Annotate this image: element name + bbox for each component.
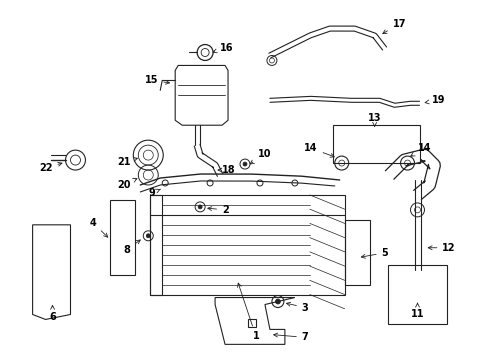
Text: 22: 22 — [39, 162, 62, 173]
Text: 14: 14 — [304, 143, 334, 157]
Text: 2: 2 — [207, 205, 228, 215]
Circle shape — [198, 205, 202, 209]
Text: 20: 20 — [117, 179, 137, 190]
Text: 8: 8 — [123, 240, 140, 255]
Bar — [110, 200, 135, 275]
Text: 9: 9 — [148, 188, 160, 198]
Text: 15: 15 — [144, 75, 169, 85]
Text: 4: 4 — [89, 218, 107, 237]
Bar — [332, 125, 420, 163]
Bar — [344, 220, 369, 285]
Text: 21: 21 — [117, 157, 137, 167]
Text: 19: 19 — [424, 95, 444, 105]
Text: 13: 13 — [367, 113, 381, 126]
Circle shape — [243, 162, 246, 166]
Text: 18: 18 — [218, 165, 235, 175]
Bar — [387, 265, 447, 324]
Circle shape — [146, 234, 150, 238]
Text: 7: 7 — [273, 332, 308, 342]
Text: 5: 5 — [361, 248, 387, 258]
Bar — [247, 319, 255, 328]
Text: 1: 1 — [237, 283, 259, 341]
Bar — [150, 195, 344, 294]
Text: 16: 16 — [213, 42, 233, 53]
Text: 11: 11 — [410, 303, 424, 319]
Bar — [150, 195, 162, 294]
Circle shape — [275, 299, 280, 304]
Text: 12: 12 — [427, 243, 455, 253]
Text: 6: 6 — [49, 305, 56, 323]
Text: 14: 14 — [410, 143, 430, 156]
Text: 17: 17 — [382, 19, 405, 33]
Text: 10: 10 — [249, 149, 271, 164]
Text: 3: 3 — [286, 302, 308, 312]
